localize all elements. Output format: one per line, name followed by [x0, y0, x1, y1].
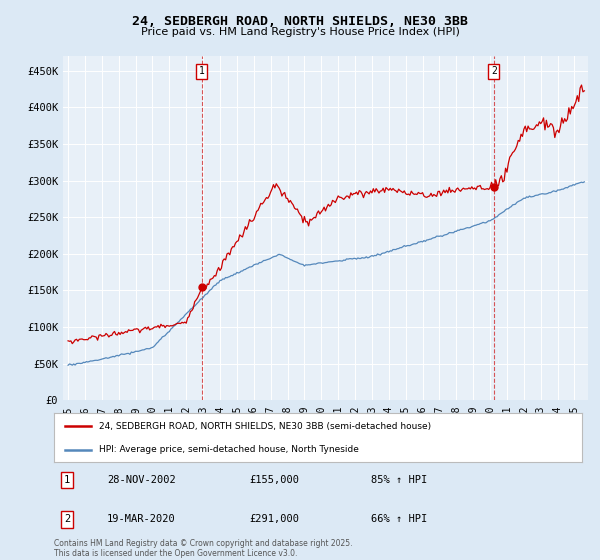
Text: Contains HM Land Registry data © Crown copyright and database right 2025.
This d: Contains HM Land Registry data © Crown c…: [54, 539, 353, 558]
Text: 28-NOV-2002: 28-NOV-2002: [107, 475, 176, 485]
Text: 66% ↑ HPI: 66% ↑ HPI: [371, 515, 427, 524]
Text: 2: 2: [491, 67, 497, 77]
Text: 1: 1: [199, 67, 205, 77]
Text: 85% ↑ HPI: 85% ↑ HPI: [371, 475, 427, 485]
Text: £155,000: £155,000: [250, 475, 299, 485]
Text: 1: 1: [64, 475, 70, 485]
Text: 24, SEDBERGH ROAD, NORTH SHIELDS, NE30 3BB: 24, SEDBERGH ROAD, NORTH SHIELDS, NE30 3…: [132, 15, 468, 27]
Text: 2: 2: [64, 515, 70, 524]
Text: 24, SEDBERGH ROAD, NORTH SHIELDS, NE30 3BB (semi-detached house): 24, SEDBERGH ROAD, NORTH SHIELDS, NE30 3…: [99, 422, 431, 431]
Text: HPI: Average price, semi-detached house, North Tyneside: HPI: Average price, semi-detached house,…: [99, 445, 359, 454]
Text: £291,000: £291,000: [250, 515, 299, 524]
Text: 19-MAR-2020: 19-MAR-2020: [107, 515, 176, 524]
Text: Price paid vs. HM Land Registry's House Price Index (HPI): Price paid vs. HM Land Registry's House …: [140, 27, 460, 37]
